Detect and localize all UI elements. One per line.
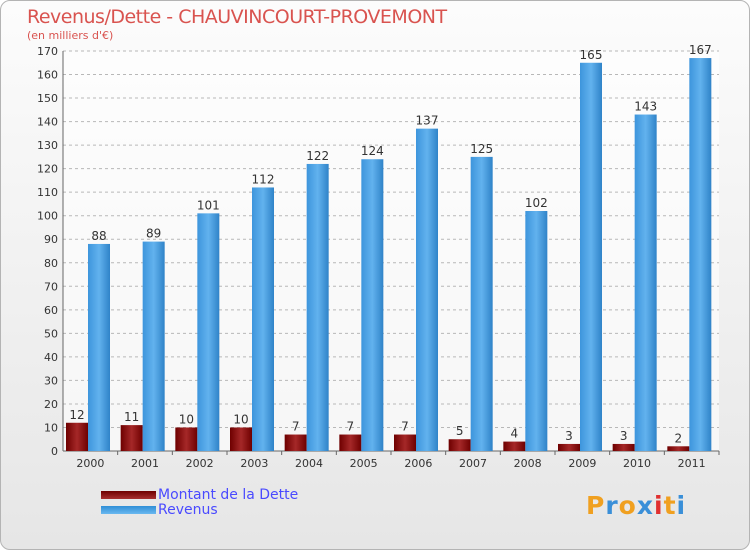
bar-debt xyxy=(448,439,471,451)
data-label-debt: 7 xyxy=(347,420,355,434)
data-label-debt: 3 xyxy=(620,429,628,443)
data-label-debt: 3 xyxy=(565,429,573,443)
legend-label-debt: Montant de la Dette xyxy=(158,487,299,503)
y-tick-label: 160 xyxy=(37,69,58,82)
data-label-revenue: 143 xyxy=(634,100,657,114)
y-tick-label: 0 xyxy=(51,445,58,458)
x-tick-label: 2010 xyxy=(623,457,651,470)
data-label-debt: 10 xyxy=(179,412,194,426)
data-label-revenue: 89 xyxy=(146,227,161,241)
x-tick-label: 2006 xyxy=(404,457,432,470)
x-tick-label: 2001 xyxy=(131,457,159,470)
y-tick-label: 80 xyxy=(44,257,58,270)
bar-debt xyxy=(66,422,88,451)
bar-revenue xyxy=(361,159,384,451)
data-label-debt: 12 xyxy=(69,408,84,422)
bar-revenue xyxy=(580,62,602,451)
data-label-debt: 2 xyxy=(675,431,683,445)
legend-label-revenue: Revenus xyxy=(158,502,218,518)
bar-revenue xyxy=(88,243,110,451)
data-label-debt: 7 xyxy=(292,420,300,434)
plot-area xyxy=(63,51,719,451)
y-tick-label: 60 xyxy=(44,304,58,317)
y-tick-label: 50 xyxy=(44,327,58,340)
chart-subtitle: (en milliers d'€) xyxy=(27,29,114,42)
data-label-debt: 4 xyxy=(511,427,519,441)
bar-revenue xyxy=(142,241,165,451)
y-tick-label: 100 xyxy=(37,210,58,223)
y-tick-label: 120 xyxy=(37,163,58,176)
y-tick-label: 110 xyxy=(37,186,58,199)
bar-revenue xyxy=(306,163,329,452)
x-tick-label: 2003 xyxy=(240,457,268,470)
data-label-revenue: 102 xyxy=(525,196,548,210)
bar-revenue xyxy=(197,213,220,451)
y-tick-label: 90 xyxy=(44,233,58,246)
x-tick-label: 2008 xyxy=(514,457,542,470)
logo-letter: i xyxy=(676,491,687,520)
bar-debt xyxy=(612,443,635,451)
bar-revenue xyxy=(252,187,274,451)
logo-letter: o xyxy=(618,491,637,520)
bar-revenue xyxy=(689,58,712,451)
data-label-debt: 7 xyxy=(401,420,409,434)
x-tick-label: 2007 xyxy=(459,457,487,470)
data-label-revenue: 167 xyxy=(689,43,712,57)
data-label-revenue: 125 xyxy=(470,142,493,156)
logo-letter: i xyxy=(654,491,664,520)
legend-item-revenue: Revenus xyxy=(101,502,218,518)
legend-swatch-debt xyxy=(101,491,156,499)
chart-title: Revenus/Dette - CHAUVINCOURT-PROVEMONT xyxy=(27,6,447,28)
bar-debt xyxy=(667,446,690,451)
proxiti-logo: Proxiti xyxy=(586,491,686,520)
bar-debt xyxy=(230,427,252,451)
data-label-revenue: 122 xyxy=(306,149,329,163)
bar-debt xyxy=(339,434,362,451)
bar-revenue xyxy=(416,128,438,451)
x-tick-label: 2009 xyxy=(568,457,596,470)
bar-revenue xyxy=(525,211,548,451)
logo-letter: P xyxy=(586,491,606,520)
data-label-debt: 10 xyxy=(233,412,248,426)
data-label-revenue: 88 xyxy=(91,229,106,243)
bar-revenue xyxy=(470,156,493,451)
bar-debt xyxy=(120,425,143,451)
data-label-revenue: 124 xyxy=(361,144,384,158)
y-tick-label: 20 xyxy=(44,398,58,411)
x-tick-label: 2005 xyxy=(350,457,378,470)
bar-debt xyxy=(175,427,198,451)
logo-letter: x xyxy=(636,491,654,520)
y-tick-label: 140 xyxy=(37,116,58,129)
legend-item-debt: Montant de la Dette xyxy=(101,487,298,503)
data-label-revenue: 101 xyxy=(197,198,220,212)
y-tick-label: 40 xyxy=(44,351,58,364)
y-tick-label: 10 xyxy=(44,421,58,434)
y-tick-label: 150 xyxy=(37,92,58,105)
bar-debt xyxy=(284,434,307,451)
y-tick-label: 130 xyxy=(37,139,58,152)
x-tick-label: 2004 xyxy=(295,457,323,470)
x-tick-label: 2002 xyxy=(186,457,214,470)
y-tick-label: 170 xyxy=(37,45,58,58)
bar-debt xyxy=(503,441,526,451)
data-label-revenue: 137 xyxy=(416,114,439,128)
bar-revenue xyxy=(634,114,657,451)
x-tick-label: 2000 xyxy=(76,457,104,470)
y-tick-label: 30 xyxy=(44,374,58,387)
bar-debt xyxy=(558,443,580,451)
logo-letter: t xyxy=(663,491,677,520)
data-label-debt: 5 xyxy=(456,424,464,438)
legend-swatch-revenue xyxy=(101,506,156,514)
data-label-revenue: 112 xyxy=(252,172,275,186)
data-label-debt: 11 xyxy=(124,410,139,424)
data-label-revenue: 165 xyxy=(580,48,603,62)
bar-debt xyxy=(394,434,416,451)
x-tick-label: 2011 xyxy=(678,457,706,470)
y-tick-label: 70 xyxy=(44,280,58,293)
logo-letter: r xyxy=(605,491,619,520)
